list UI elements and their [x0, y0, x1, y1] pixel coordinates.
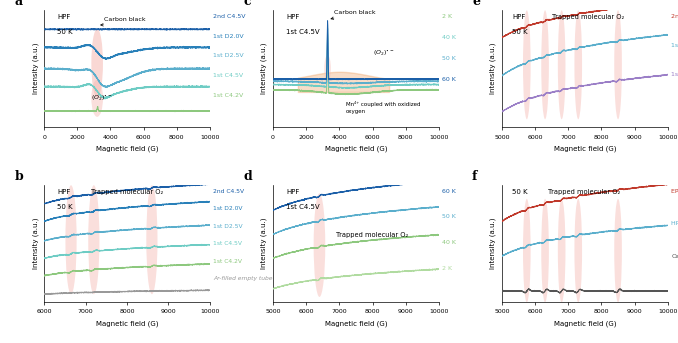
- X-axis label: Magnetic field (G): Magnetic field (G): [554, 145, 616, 152]
- Text: O₂: O₂: [671, 254, 678, 259]
- Text: e: e: [472, 0, 480, 8]
- Ellipse shape: [541, 199, 549, 303]
- Text: 2nd C4.5V: 2nd C4.5V: [214, 14, 246, 19]
- Text: 1st C4.5V: 1st C4.5V: [286, 204, 320, 210]
- Text: 40 K: 40 K: [442, 240, 456, 245]
- Text: Trapped molecular O₂: Trapped molecular O₂: [91, 189, 163, 195]
- Ellipse shape: [66, 185, 77, 294]
- Y-axis label: Intensity (a.u.): Intensity (a.u.): [490, 218, 496, 269]
- Text: 1st C4.5V: 1st C4.5V: [214, 73, 243, 78]
- Y-axis label: Intensity (a.u.): Intensity (a.u.): [32, 218, 39, 269]
- X-axis label: Magnetic field (G): Magnetic field (G): [554, 320, 616, 327]
- Ellipse shape: [88, 185, 100, 294]
- Text: 40 K: 40 K: [442, 35, 456, 40]
- Text: 1st C4.2V: 1st C4.2V: [214, 93, 243, 98]
- Text: d: d: [243, 170, 252, 183]
- Text: 2 K: 2 K: [442, 266, 452, 271]
- Text: 2nd C4.5V: 2nd C4.5V: [214, 189, 244, 194]
- Ellipse shape: [523, 199, 531, 303]
- Ellipse shape: [314, 193, 325, 297]
- Text: b: b: [14, 170, 23, 183]
- Text: 50 K: 50 K: [442, 56, 456, 61]
- Text: EPF-1st C4.5V: EPF-1st C4.5V: [671, 189, 678, 194]
- Text: 50 K: 50 K: [512, 189, 527, 195]
- Ellipse shape: [92, 80, 103, 117]
- Text: Ar-filled empty tube: Ar-filled empty tube: [214, 276, 273, 281]
- X-axis label: Magnetic field (G): Magnetic field (G): [96, 145, 158, 152]
- Y-axis label: Intensity (a.u.): Intensity (a.u.): [32, 43, 39, 94]
- Text: Trapped molecular O₂: Trapped molecular O₂: [336, 232, 408, 238]
- Text: HPF: HPF: [286, 14, 300, 20]
- Y-axis label: Intensity (a.u.): Intensity (a.u.): [490, 43, 496, 94]
- Ellipse shape: [324, 55, 331, 82]
- Ellipse shape: [523, 10, 531, 119]
- Text: 1st D2.5V: 1st D2.5V: [214, 224, 243, 229]
- Text: Carbon black: Carbon black: [101, 17, 145, 26]
- Ellipse shape: [558, 10, 565, 119]
- Text: Trapped molecular O₂: Trapped molecular O₂: [552, 14, 624, 20]
- Text: $(O_2)^{\bullet-}$: $(O_2)^{\bullet-}$: [91, 94, 112, 103]
- Ellipse shape: [146, 185, 157, 294]
- Text: 1st D2.5V: 1st D2.5V: [214, 54, 244, 58]
- Text: $(O_2)^{\bullet-}$: $(O_2)^{\bullet-}$: [372, 48, 394, 58]
- Text: HPF: HPF: [58, 189, 71, 195]
- Text: Mn⁴⁺ coupled with oxidized
oxygen: Mn⁴⁺ coupled with oxidized oxygen: [346, 101, 420, 114]
- Ellipse shape: [574, 10, 582, 119]
- Text: 50 K: 50 K: [58, 204, 73, 210]
- Text: Trapped molecular O₂: Trapped molecular O₂: [549, 189, 620, 195]
- Text: 1st D2.0V: 1st D2.0V: [214, 206, 243, 211]
- Text: 2 K: 2 K: [442, 14, 452, 19]
- Text: 1st D2.0V: 1st D2.0V: [214, 34, 244, 39]
- Text: 50 K: 50 K: [512, 29, 527, 35]
- Ellipse shape: [574, 199, 582, 303]
- Text: 2nd C4.5V: 2nd C4.5V: [671, 14, 678, 19]
- Ellipse shape: [541, 10, 549, 119]
- Text: 60 K: 60 K: [442, 189, 456, 194]
- Text: 1st D2.5V: 1st D2.5V: [671, 43, 678, 48]
- Text: 50 K: 50 K: [442, 214, 456, 220]
- Text: 50 K: 50 K: [58, 29, 73, 35]
- Text: Carbon black: Carbon black: [331, 10, 376, 20]
- Text: HPF: HPF: [286, 189, 300, 195]
- Ellipse shape: [614, 199, 622, 303]
- Text: HPF: HPF: [58, 14, 71, 20]
- X-axis label: Magnetic field (G): Magnetic field (G): [325, 320, 387, 327]
- Ellipse shape: [614, 10, 622, 119]
- Text: HPF: HPF: [512, 14, 525, 20]
- Y-axis label: Intensity (a.u.): Intensity (a.u.): [261, 43, 267, 94]
- Text: f: f: [472, 170, 477, 183]
- Ellipse shape: [92, 29, 103, 98]
- X-axis label: Magnetic field (G): Magnetic field (G): [96, 320, 158, 327]
- Text: a: a: [14, 0, 22, 8]
- X-axis label: Magnetic field (G): Magnetic field (G): [325, 145, 387, 152]
- Text: 1st C4.2V: 1st C4.2V: [214, 259, 242, 264]
- Text: 1st C4.5V: 1st C4.5V: [214, 241, 242, 246]
- Ellipse shape: [558, 199, 565, 303]
- Y-axis label: Intensity (a.u.): Intensity (a.u.): [261, 218, 267, 269]
- Text: 1st C4.5V: 1st C4.5V: [671, 72, 678, 77]
- Text: 60 K: 60 K: [442, 77, 456, 82]
- Text: HPF-1st C4.5V: HPF-1st C4.5V: [671, 221, 678, 226]
- Text: c: c: [243, 0, 251, 8]
- Text: 1st C4.5V: 1st C4.5V: [286, 29, 320, 35]
